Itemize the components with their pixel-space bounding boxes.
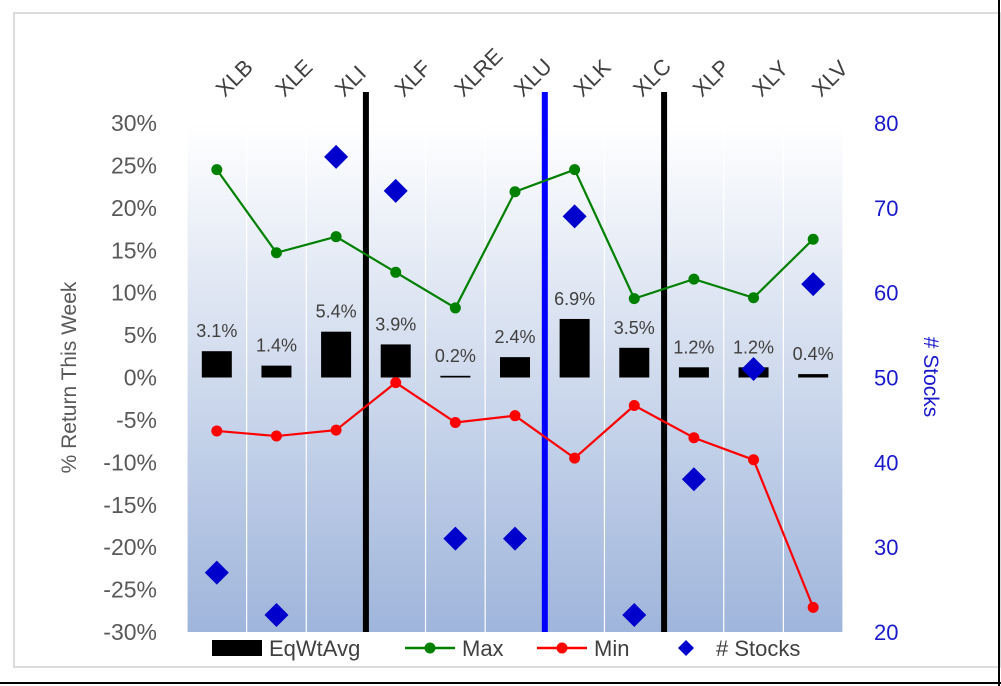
legend-label: # Stocks	[716, 636, 800, 661]
min-point	[330, 424, 342, 436]
group-dividers	[362, 92, 668, 632]
min-point	[807, 601, 819, 613]
bar-xli	[321, 331, 352, 378]
eqwtavg-bars	[201, 318, 829, 378]
right-axis-title: # Stocks	[919, 337, 942, 418]
min-point	[270, 430, 282, 442]
min-point	[748, 454, 760, 466]
bar-xlre	[440, 375, 471, 378]
max-point	[509, 186, 521, 198]
max-point	[628, 293, 640, 305]
y-tick-label: -20%	[103, 534, 157, 560]
legend-item-eqwtavg: EqWtAvg	[212, 636, 360, 661]
y-tick-label: -30%	[103, 619, 157, 645]
left-axis-ticks: 30% 25% 20% 15% 10% 5% 0% -5% -10% -15% -20% -25% -3…	[103, 110, 157, 645]
bar-data-labels: 3.1% 1.4% 5.4% 3.9% 0.2% 2.4% 6.9% 3.5% 1.2% 1.2%…	[196, 289, 833, 366]
max-point	[390, 266, 402, 278]
y-tick-label: -25%	[103, 577, 157, 603]
y-tick-label: 15%	[111, 237, 157, 263]
stocks-markers	[204, 144, 826, 628]
vertical-gridlines	[186, 123, 844, 632]
stocks-marker-xlb	[204, 560, 229, 585]
bar-xlu	[500, 357, 530, 378]
bar-label-xlk: 6.9%	[554, 289, 595, 309]
bar-label-xlb: 3.1%	[196, 321, 237, 341]
legend-marker	[678, 640, 694, 656]
max-point	[688, 273, 700, 285]
y2-tick-label: 30	[874, 535, 898, 560]
y-tick-label: 30%	[111, 110, 157, 136]
bar-xlb	[201, 351, 232, 378]
bar-label-xlv: 0.4%	[793, 344, 834, 364]
stocks-marker-xlk	[562, 204, 587, 229]
y2-tick-label: 20	[874, 620, 898, 645]
stocks-marker-xlre	[443, 526, 468, 551]
stocks-marker-xlf	[383, 178, 408, 203]
legend-item-stocks: # Stocks	[678, 636, 800, 661]
max-point	[449, 302, 461, 314]
min-point	[569, 452, 581, 464]
bar-xlp	[678, 367, 709, 378]
bar-label-xlc: 3.5%	[614, 318, 655, 338]
left-axis-title: % Return This Week	[58, 281, 81, 473]
bar-label-xlp: 1.2%	[673, 337, 714, 357]
legend-swatch	[212, 640, 262, 656]
max-point	[330, 231, 342, 243]
legend-marker	[424, 642, 436, 654]
y-tick-label: 0%	[124, 365, 157, 391]
bar-xlc	[619, 347, 650, 378]
bar-xle	[261, 365, 292, 378]
y-tick-label: 25%	[111, 152, 157, 178]
stocks-marker-xly	[741, 357, 766, 382]
stocks-marker-xlu	[503, 526, 527, 551]
bar-label-xlf: 3.9%	[375, 314, 416, 334]
min-point	[509, 410, 521, 422]
min-point	[628, 399, 640, 411]
y2-tick-label: 80	[874, 111, 898, 136]
legend-item-min: Min	[537, 636, 629, 661]
max-point	[211, 164, 223, 176]
bar-xlf	[380, 344, 411, 378]
bar-label-xli: 5.4%	[316, 302, 357, 322]
y-tick-label: -5%	[116, 407, 157, 433]
stocks-marker-xle	[264, 603, 289, 628]
stocks-marker-xlv	[801, 272, 826, 297]
bar-xlk	[559, 318, 590, 378]
legend-marker	[556, 642, 568, 654]
min-point	[211, 425, 223, 437]
min-point	[449, 416, 461, 428]
y-tick-label: 5%	[124, 322, 157, 348]
stocks-marker-xlc	[622, 603, 647, 628]
y2-tick-label: 70	[874, 196, 898, 221]
legend-label: Min	[594, 636, 629, 661]
legend: EqWtAvg Max Min # Stocks	[212, 636, 800, 661]
bar-label-xlre: 0.2%	[435, 346, 476, 366]
legend-label: EqWtAvg	[269, 636, 360, 661]
bar-label-xlu: 2.4%	[494, 327, 535, 347]
right-axis-ticks: 80 70 60 50 40 30 20	[874, 111, 898, 645]
y-tick-label: -10%	[103, 449, 157, 475]
y2-tick-label: 50	[874, 366, 898, 391]
max-point	[748, 292, 760, 304]
y-tick-label: 20%	[111, 195, 157, 221]
line-series	[211, 164, 819, 613]
y-tick-label: -15%	[103, 492, 157, 518]
max-point	[270, 247, 282, 259]
min-point	[688, 432, 700, 444]
min-point	[390, 377, 402, 389]
y-tick-label: 10%	[111, 280, 157, 306]
bar-label-xly: 1.2%	[733, 337, 774, 357]
stocks-marker-xlp	[681, 467, 706, 492]
y2-tick-label: 60	[874, 281, 898, 306]
y2-tick-label: 40	[874, 450, 898, 475]
stocks-marker-xli	[324, 144, 349, 169]
bar-label-xle: 1.4%	[256, 336, 297, 356]
max-point	[807, 233, 819, 245]
legend-label: Max	[462, 636, 504, 661]
max-point	[569, 164, 581, 176]
legend-item-max: Max	[405, 636, 504, 661]
bar-xlv	[798, 374, 829, 378]
